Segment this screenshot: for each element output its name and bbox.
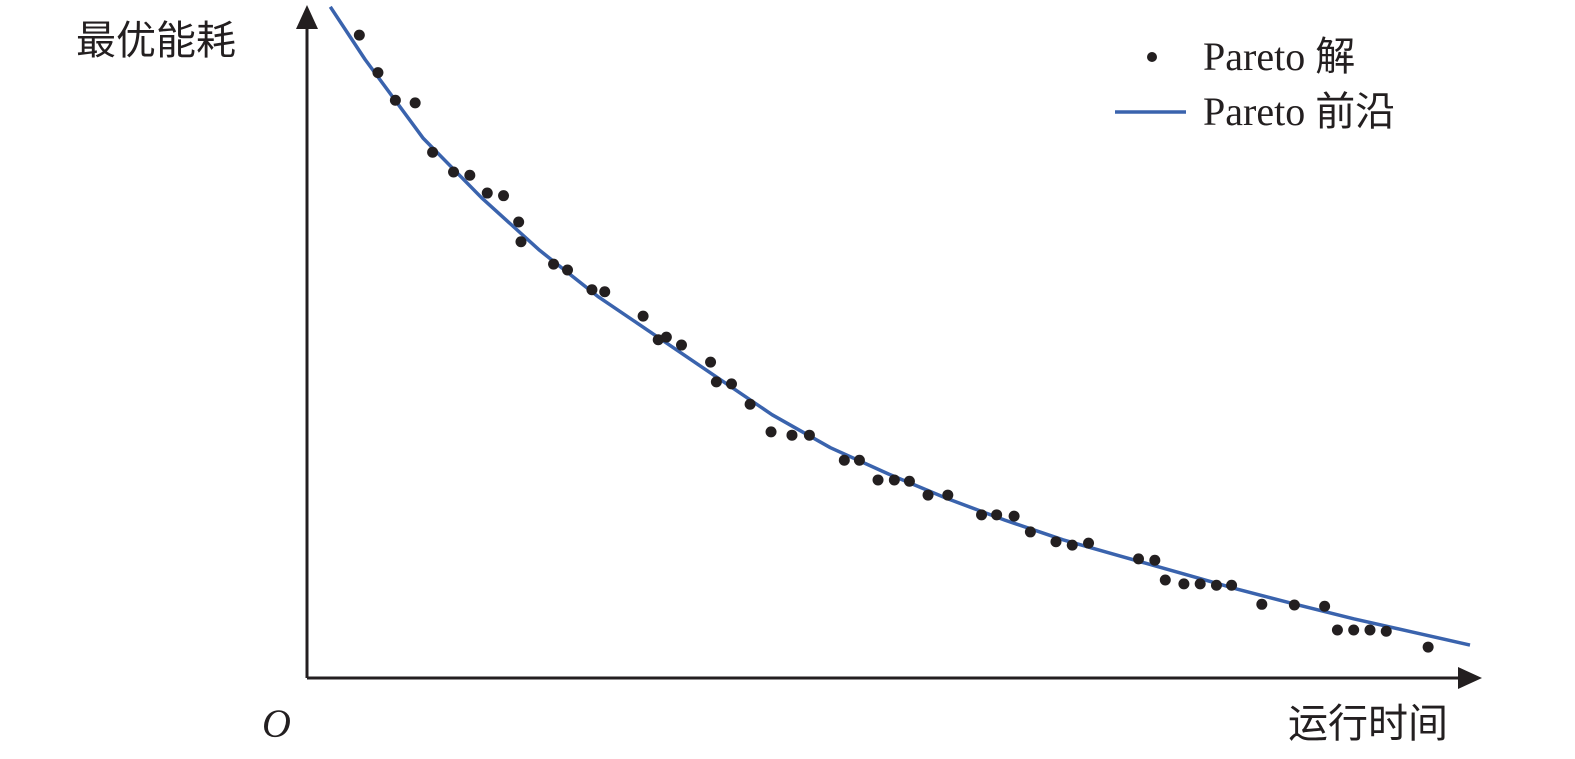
legend-label-points: Pareto 解 <box>1203 34 1355 79</box>
pareto-point <box>705 356 717 368</box>
pareto-point <box>853 454 865 466</box>
pareto-point <box>1024 526 1036 538</box>
pareto-point <box>1159 574 1171 586</box>
pareto-point <box>1008 510 1020 522</box>
pareto-point <box>1194 578 1206 590</box>
pareto-point <box>389 94 401 106</box>
pareto-point <box>513 216 525 228</box>
pareto-point <box>515 236 527 248</box>
pareto-point <box>976 509 988 521</box>
pareto-point <box>710 376 722 388</box>
pareto-point <box>786 429 798 441</box>
pareto-point <box>599 286 611 298</box>
pareto-point <box>1178 578 1190 590</box>
pareto-point <box>744 398 756 410</box>
pareto-front-line <box>328 5 1471 647</box>
pareto-point <box>637 310 649 322</box>
pareto-point <box>1226 579 1238 591</box>
pareto-point <box>353 29 365 41</box>
pareto-point <box>991 509 1003 521</box>
pareto-point <box>803 429 815 441</box>
pareto-point <box>1050 536 1062 548</box>
pareto-point <box>872 474 884 486</box>
pareto-point <box>1288 599 1300 611</box>
pareto-point <box>675 339 687 351</box>
pareto-point <box>725 378 737 390</box>
legend-label-front: Pareto 前沿 <box>1203 89 1395 134</box>
x-axis-label: 运行时间 <box>1288 701 1448 746</box>
pareto-point <box>903 475 915 487</box>
pareto-point <box>922 489 934 501</box>
pareto-point <box>1364 624 1376 636</box>
axes <box>296 5 1482 689</box>
x-axis-arrow <box>1458 667 1482 689</box>
origin-label: O <box>262 701 291 746</box>
pareto-point <box>1256 598 1268 610</box>
pareto-point <box>464 169 476 181</box>
pareto-point <box>1210 579 1222 591</box>
pareto-point <box>372 67 384 79</box>
pareto-point <box>498 190 510 202</box>
y-axis-label: 最优能耗 <box>76 18 236 63</box>
pareto-point <box>1066 539 1078 551</box>
pareto-front-line-group <box>328 5 1471 647</box>
pareto-point <box>1133 553 1145 565</box>
pareto-point <box>427 146 439 158</box>
pareto-point <box>448 166 460 178</box>
pareto-point <box>481 187 493 199</box>
pareto-point <box>1331 624 1343 636</box>
pareto-point <box>888 474 900 486</box>
pareto-point <box>1348 624 1360 636</box>
pareto-point <box>1083 537 1095 549</box>
pareto-points-group <box>353 29 1434 653</box>
pareto-point <box>586 284 598 296</box>
pareto-point <box>765 426 777 438</box>
pareto-point <box>660 331 672 343</box>
legend: Pareto 解 Pareto 前沿 <box>1115 34 1395 134</box>
pareto-point <box>838 454 850 466</box>
pareto-point <box>1380 625 1392 637</box>
pareto-point <box>1319 600 1331 612</box>
pareto-point <box>562 264 574 276</box>
pareto-point <box>1422 641 1434 653</box>
pareto-point <box>942 489 954 501</box>
pareto-point <box>409 97 421 109</box>
pareto-point <box>1149 554 1161 566</box>
legend-marker-points <box>1147 52 1157 62</box>
pareto-point <box>548 258 560 270</box>
y-axis-arrow <box>296 5 318 29</box>
